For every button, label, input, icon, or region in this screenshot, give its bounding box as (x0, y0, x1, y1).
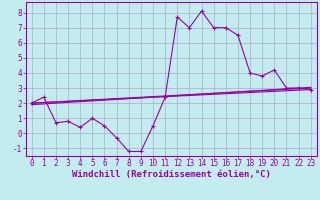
X-axis label: Windchill (Refroidissement éolien,°C): Windchill (Refroidissement éolien,°C) (72, 170, 271, 179)
